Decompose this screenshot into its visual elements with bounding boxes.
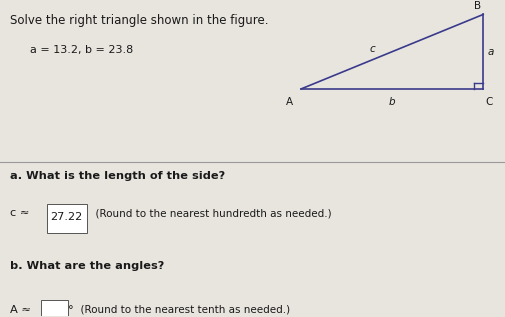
Text: C: C [485, 97, 492, 107]
Text: A: A [286, 97, 293, 107]
Text: c: c [368, 43, 374, 54]
FancyBboxPatch shape [41, 300, 68, 317]
Text: A ≈: A ≈ [10, 305, 34, 315]
Text: b. What are the angles?: b. What are the angles? [10, 261, 164, 271]
Text: Solve the right triangle shown in the figure.: Solve the right triangle shown in the fi… [10, 15, 268, 28]
Text: a: a [486, 47, 493, 57]
Text: c ≈: c ≈ [10, 209, 33, 218]
Text: b: b [388, 97, 395, 107]
Text: a. What is the length of the side?: a. What is the length of the side? [10, 171, 225, 181]
Text: (Round to the nearest tenth as needed.): (Round to the nearest tenth as needed.) [74, 305, 290, 315]
Text: a = 13.2, b = 23.8: a = 13.2, b = 23.8 [30, 45, 133, 55]
Text: B: B [473, 1, 480, 11]
Text: (Round to the nearest hundredth as needed.): (Round to the nearest hundredth as neede… [89, 209, 331, 218]
FancyBboxPatch shape [47, 204, 86, 233]
Text: 27.22: 27.22 [50, 211, 83, 222]
Text: °: ° [68, 305, 73, 315]
